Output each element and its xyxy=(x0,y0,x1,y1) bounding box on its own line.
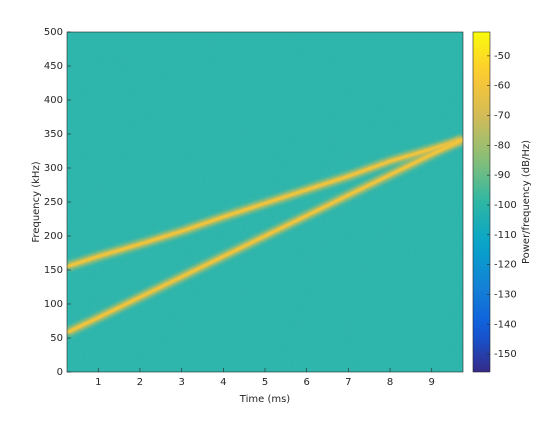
colorbar-tick-label: -110 xyxy=(494,230,517,241)
x-tick-label: 9 xyxy=(429,377,435,388)
x-tick-label: 6 xyxy=(303,377,309,388)
y-tick-label: 400 xyxy=(44,95,63,106)
colorbar-tick-label: -120 xyxy=(494,260,517,271)
x-tick-label: 2 xyxy=(137,377,143,388)
y-tick-label: 50 xyxy=(50,333,63,344)
y-tick-label: 200 xyxy=(44,231,63,242)
y-tick-label: 350 xyxy=(44,129,63,140)
y-tick-label: 300 xyxy=(44,163,63,174)
chirp-ridge-core xyxy=(67,138,463,269)
colorbar-tick-label: -50 xyxy=(494,51,510,62)
x-axis-label: Time (ms) xyxy=(239,394,291,405)
x-tick-label: 3 xyxy=(178,377,184,388)
x-tick-label: 5 xyxy=(262,377,268,388)
colorbar-tick-label: -70 xyxy=(494,111,510,122)
colorbar-tick-label: -60 xyxy=(494,81,510,92)
y-tick-label: 500 xyxy=(44,27,63,38)
colorbar-tick-label: -90 xyxy=(494,170,510,181)
colorbar-label: Power/frequency (dB/Hz) xyxy=(521,140,532,264)
colorbar-tick-label: -130 xyxy=(494,289,517,300)
x-tick-label: 7 xyxy=(345,377,351,388)
y-tick-label: 100 xyxy=(44,299,63,310)
y-tick-label: 0 xyxy=(57,367,63,378)
y-tick-label: 450 xyxy=(44,61,63,72)
x-tick-label: 1 xyxy=(95,377,101,388)
y-axis-label: Frequency (kHz) xyxy=(31,161,42,242)
plot-area xyxy=(67,32,463,372)
y-tick-label: 150 xyxy=(44,265,63,276)
colorbar-tick-label: -100 xyxy=(494,200,517,211)
colorbar-tick-label: -140 xyxy=(494,319,517,330)
chirp-ridge-core xyxy=(67,138,463,334)
colorbar xyxy=(472,31,491,373)
x-tick-label: 4 xyxy=(220,377,226,388)
x-tick-label: 8 xyxy=(387,377,393,388)
colorbar-tick-label: -80 xyxy=(494,140,510,151)
colorbar-tick-label: -150 xyxy=(494,349,517,360)
y-tick-label: 250 xyxy=(44,197,63,208)
